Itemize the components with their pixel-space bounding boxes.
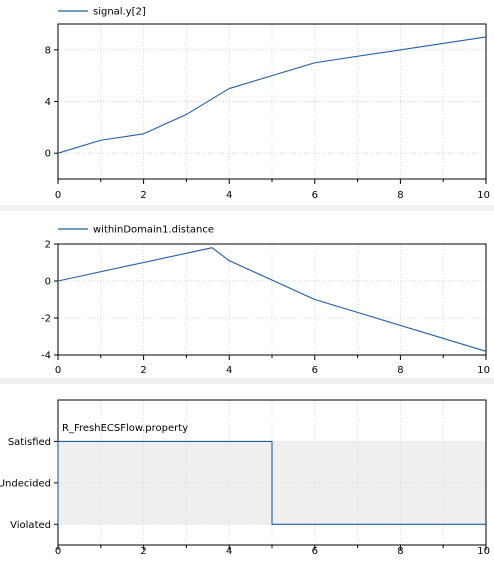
x-tick-label: 0 (55, 190, 61, 201)
y-tick-label: -4 (41, 351, 51, 362)
y-tick-label: Satisfied (8, 437, 51, 448)
x-tick-label: 0 (55, 546, 61, 557)
series-line-1 (57, 440, 486, 525)
x-tick-label: 10 (477, 190, 490, 201)
separator-2 (0, 378, 494, 384)
x-tick-label: 10 (477, 546, 490, 557)
chart-2: -4 -2 0 2 0 2 4 6 8 10 withinDomain1.distance (41, 225, 490, 377)
legend-label: R_FreshECSFlow.property (62, 423, 188, 434)
x-tick-label: 8 (397, 190, 403, 201)
y-tick-label: -2 (41, 314, 51, 325)
y-tick-label: Violated (10, 520, 51, 531)
x-tick-label: 4 (226, 546, 232, 557)
chart-3: Violated Undecided Satisfied 0 2 4 6 8 10 R_Fresh… (0, 399, 490, 557)
x-tick-label: 2 (140, 546, 146, 557)
separator-1 (0, 205, 494, 211)
series-line-1 (57, 247, 487, 352)
x-tick-label: 6 (312, 365, 318, 376)
x-tick-label: 8 (397, 546, 403, 557)
x-tick-label: 2 (140, 365, 146, 376)
x-tick-label: 2 (140, 190, 146, 201)
y-tick-label: 2 (45, 240, 51, 251)
legend-label: signal.y[2] (93, 7, 146, 18)
y-tick-label: 8 (45, 45, 51, 56)
x-tick-label: 4 (226, 365, 232, 376)
x-tick-label: 6 (312, 546, 318, 557)
x-tick-label: 10 (477, 365, 490, 376)
x-tick-label: 4 (226, 190, 232, 201)
chart-1: 0 4 8 0 2 4 6 8 10 signal.y[2] (45, 7, 490, 202)
legend-label: withinDomain1.distance (93, 225, 214, 236)
series-line-1 (57, 36, 487, 154)
x-tick-label: 6 (312, 190, 318, 201)
x-tick-label: 0 (55, 365, 61, 376)
plot-frame (57, 243, 487, 356)
x-tick-label: 8 (397, 365, 403, 376)
y-tick-label: 0 (45, 149, 51, 160)
y-tick-label: Undecided (0, 478, 51, 489)
y-tick-label: 0 (45, 277, 51, 288)
y-tick-label: 4 (45, 97, 51, 108)
